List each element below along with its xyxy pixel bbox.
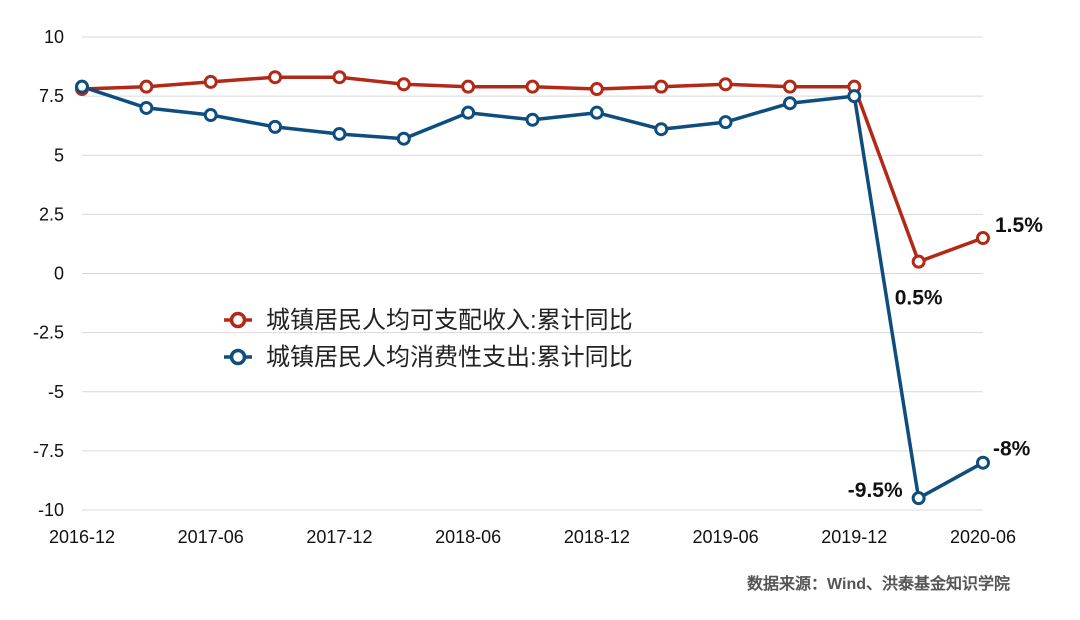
legend-label: 城镇居民人均可支配收入:累计同比 bbox=[266, 307, 633, 334]
data-point bbox=[525, 79, 540, 94]
series-points bbox=[75, 70, 990, 506]
y-tick-label: -7.5 bbox=[33, 441, 64, 461]
legend-swatch-marker bbox=[229, 348, 247, 366]
x-tick-label: 2020-06 bbox=[950, 527, 1016, 547]
data-label: 0.5% bbox=[895, 287, 943, 310]
legend-swatch-marker bbox=[229, 311, 247, 329]
data-point bbox=[268, 119, 283, 134]
data-point bbox=[976, 231, 990, 246]
data-point bbox=[911, 491, 926, 506]
data-point bbox=[268, 70, 283, 85]
data-point bbox=[911, 254, 926, 269]
data-point bbox=[976, 455, 990, 470]
data-label: -9.5% bbox=[848, 479, 903, 502]
x-axis: 2016-12 2017-06 2017-12 2018-06 2018-12 2019-… bbox=[49, 527, 1016, 547]
y-tick-label: 10 bbox=[44, 27, 64, 47]
data-point bbox=[654, 122, 669, 137]
series-line-0 bbox=[81, 75, 984, 264]
data-point bbox=[525, 112, 540, 127]
y-tick-label: -10 bbox=[38, 500, 64, 520]
x-tick-label: 2019-06 bbox=[693, 527, 759, 547]
data-point bbox=[139, 100, 154, 115]
source-note: 数据来源：Wind、洪泰基金知识学院 bbox=[747, 576, 1010, 593]
data-point bbox=[396, 131, 411, 146]
data-label: 1.5% bbox=[995, 214, 1043, 237]
data-point bbox=[461, 105, 476, 120]
data-point bbox=[332, 70, 347, 85]
series-line-1 bbox=[81, 85, 984, 500]
y-axis: 10 7.5 5 2.5 0 -2.5 -5 -7.5 -10 bbox=[33, 27, 64, 520]
data-point bbox=[203, 74, 218, 89]
data-point bbox=[139, 79, 154, 94]
data-point bbox=[461, 79, 476, 94]
data-label: -8% bbox=[993, 438, 1031, 461]
x-tick-label: 2018-06 bbox=[435, 527, 501, 547]
y-tick-label: 5 bbox=[54, 145, 64, 165]
data-labels: 0.5% 1.5% -9.5% -8% bbox=[848, 214, 1043, 502]
x-tick-label: 2019-12 bbox=[821, 527, 887, 547]
data-point bbox=[654, 79, 669, 94]
data-point bbox=[718, 77, 733, 92]
series-lines bbox=[81, 75, 984, 500]
legend-label: 城镇居民人均消费性支出:累计同比 bbox=[266, 344, 633, 371]
grid-lines bbox=[82, 36, 983, 511]
data-point bbox=[396, 77, 411, 92]
x-tick-label: 2016-12 bbox=[49, 527, 115, 547]
data-point bbox=[782, 96, 797, 111]
x-tick-label: 2018-12 bbox=[564, 527, 630, 547]
y-tick-label: 2.5 bbox=[39, 204, 64, 224]
data-point bbox=[782, 79, 797, 94]
y-tick-label: 0 bbox=[54, 264, 64, 284]
x-tick-label: 2017-06 bbox=[178, 527, 244, 547]
y-tick-label: -2.5 bbox=[33, 323, 64, 343]
y-tick-label: 7.5 bbox=[39, 86, 64, 106]
y-tick-label: -5 bbox=[48, 382, 64, 402]
data-point bbox=[75, 79, 89, 94]
data-point bbox=[589, 105, 604, 120]
data-point bbox=[718, 115, 733, 130]
data-point bbox=[332, 126, 347, 141]
data-point bbox=[847, 89, 862, 104]
data-point bbox=[589, 82, 604, 97]
data-point bbox=[203, 108, 218, 123]
x-tick-label: 2017-12 bbox=[306, 527, 372, 547]
